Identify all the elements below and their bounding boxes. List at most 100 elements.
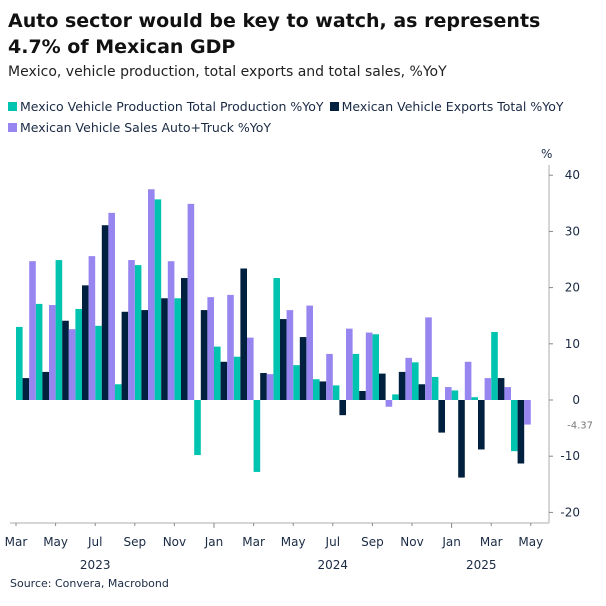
bar-exports-2024-11 bbox=[418, 384, 426, 400]
legend-item-exports: Mexican Vehicle Exports Total %YoY bbox=[329, 99, 564, 114]
bar-production-2023-12 bbox=[194, 400, 201, 456]
bar-production-2023-11 bbox=[174, 298, 181, 400]
bar-production-2024-03 bbox=[253, 400, 261, 472]
bar-sales-2023-04 bbox=[49, 305, 56, 400]
bar-production-2025-01 bbox=[451, 390, 459, 400]
bar-sales-2024-03 bbox=[266, 374, 274, 400]
x-tick-label: Sep bbox=[361, 535, 384, 549]
axes-group: % 40 30 20 10 0 -10 -20 -4.37 Mar May Jul Sep Nov Jan M… bbox=[5, 147, 593, 572]
legend-swatch-exports bbox=[329, 102, 339, 111]
bar-exports-2023-11 bbox=[181, 278, 188, 400]
legend-item-production: Mexico Vehicle Production Total Producti… bbox=[8, 99, 324, 114]
x-tick-label: May bbox=[43, 535, 68, 549]
bar-exports-2023-09 bbox=[141, 310, 148, 400]
legend-swatch-sales bbox=[8, 123, 17, 132]
bar-sales-2023-06 bbox=[88, 256, 96, 400]
bar-exports-2024-02 bbox=[240, 268, 247, 400]
chart-subtitle: Mexico, vehicle production, total export… bbox=[8, 64, 447, 80]
bar-sales-2023-08 bbox=[128, 260, 135, 400]
x-tick-label: Jul bbox=[325, 535, 340, 549]
x-year-label: 2025 bbox=[466, 558, 497, 572]
bar-sales-2024-10 bbox=[405, 357, 412, 400]
bar-production-2025-04 bbox=[511, 400, 518, 452]
bar-exports-2023-07 bbox=[101, 225, 109, 400]
bar-production-2023-04 bbox=[35, 303, 43, 400]
bar-sales-2024-01 bbox=[227, 294, 234, 400]
bar-exports-2024-12 bbox=[438, 400, 445, 433]
bar-sales-2024-08 bbox=[365, 332, 373, 400]
legend-label-sales: Mexican Vehicle Sales Auto+Truck %YoY bbox=[20, 120, 272, 135]
bar-production-2024-08 bbox=[352, 353, 360, 400]
bar-production-2024-05 bbox=[293, 365, 300, 400]
bar-production-2024-07 bbox=[332, 385, 340, 400]
bar-exports-2025-04 bbox=[517, 400, 525, 464]
legend-label-production: Mexico Vehicle Production Total Producti… bbox=[20, 99, 324, 114]
bar-sales-2024-02 bbox=[247, 337, 254, 400]
bar-production-2024-01 bbox=[214, 346, 221, 400]
bar-exports-2023-04 bbox=[42, 371, 49, 400]
bar-exports-2025-03 bbox=[497, 378, 505, 400]
x-tick-label: Nov bbox=[163, 535, 186, 549]
x-tick-label: Nov bbox=[400, 535, 423, 549]
bar-exports-2024-05 bbox=[299, 337, 307, 400]
bar-sales-2023-11 bbox=[187, 203, 195, 400]
x-tick-label: Jan bbox=[441, 535, 461, 549]
bar-sales-2024-12 bbox=[445, 387, 452, 400]
bar-exports-2024-04 bbox=[280, 319, 287, 400]
bar-production-2024-02 bbox=[233, 356, 241, 400]
bar-production-2024-09 bbox=[372, 334, 379, 400]
bar-exports-2023-12 bbox=[200, 310, 208, 400]
bar-exports-2023-06 bbox=[82, 285, 89, 400]
bar-sales-2025-03 bbox=[504, 387, 511, 400]
x-tick-label: Mar bbox=[242, 535, 265, 549]
y-tick-label: 30 bbox=[565, 224, 580, 238]
bar-production-2023-07 bbox=[95, 325, 102, 400]
bar-exports-2023-05 bbox=[62, 320, 69, 400]
bar-production-2024-11 bbox=[412, 362, 419, 400]
bar-sales-2023-09 bbox=[148, 189, 155, 400]
bar-sales-2023-03 bbox=[29, 261, 36, 400]
chart-title: Auto sector would be key to watch, as re… bbox=[8, 10, 541, 58]
bar-exports-2024-03 bbox=[260, 373, 267, 400]
bar-sales-2024-11 bbox=[425, 317, 432, 400]
bar-production-2024-04 bbox=[273, 278, 280, 400]
y-tick-label: -10 bbox=[560, 449, 580, 463]
bar-exports-2024-10 bbox=[398, 371, 406, 400]
bar-sales-2024-04 bbox=[286, 310, 294, 400]
bar-sales-2023-05 bbox=[68, 329, 76, 400]
x-year-label: 2023 bbox=[80, 558, 111, 572]
bar-sales-2024-09 bbox=[385, 400, 393, 407]
legend: Mexico Vehicle Production Total Producti… bbox=[8, 96, 564, 138]
bar-exports-2023-08 bbox=[121, 311, 129, 400]
bar-sales-2023-10 bbox=[167, 261, 175, 400]
legend-item-sales: Mexican Vehicle Sales Auto+Truck %YoY bbox=[8, 120, 271, 135]
bar-sales-2024-06 bbox=[326, 353, 333, 400]
x-tick-label: Mar bbox=[5, 535, 28, 549]
bar-production-2023-10 bbox=[154, 199, 162, 400]
bar-sales-2025-01 bbox=[464, 361, 472, 400]
bars-group bbox=[16, 189, 531, 478]
x-tick-label: Jan bbox=[204, 535, 224, 549]
last-value-annotation: -4.37 bbox=[567, 421, 593, 432]
bar-exports-2024-09 bbox=[379, 373, 386, 400]
source-note: Source: Convera, Macrobond bbox=[10, 577, 169, 590]
bar-exports-2024-06 bbox=[319, 381, 327, 400]
y-tick-label: 20 bbox=[565, 281, 580, 295]
bar-sales-2025-02 bbox=[484, 378, 492, 400]
x-tick-label: May bbox=[518, 535, 543, 549]
bar-exports-2023-03 bbox=[22, 378, 30, 400]
y-axis-unit: % bbox=[541, 147, 552, 161]
y-tick-label: -20 bbox=[560, 505, 580, 519]
bar-exports-2024-07 bbox=[339, 400, 346, 416]
bar-production-2023-09 bbox=[134, 265, 142, 400]
bar-production-2024-10 bbox=[392, 394, 399, 400]
x-tick-label: Mar bbox=[480, 535, 503, 549]
x-tick-label: Sep bbox=[123, 535, 146, 549]
y-tick-label: 40 bbox=[565, 168, 580, 182]
bar-exports-2025-02 bbox=[478, 400, 485, 450]
bar-sales-2024-07 bbox=[346, 328, 353, 400]
bar-production-2023-08 bbox=[115, 384, 122, 400]
bar-production-2023-03 bbox=[16, 326, 23, 400]
x-year-label: 2024 bbox=[318, 558, 349, 572]
